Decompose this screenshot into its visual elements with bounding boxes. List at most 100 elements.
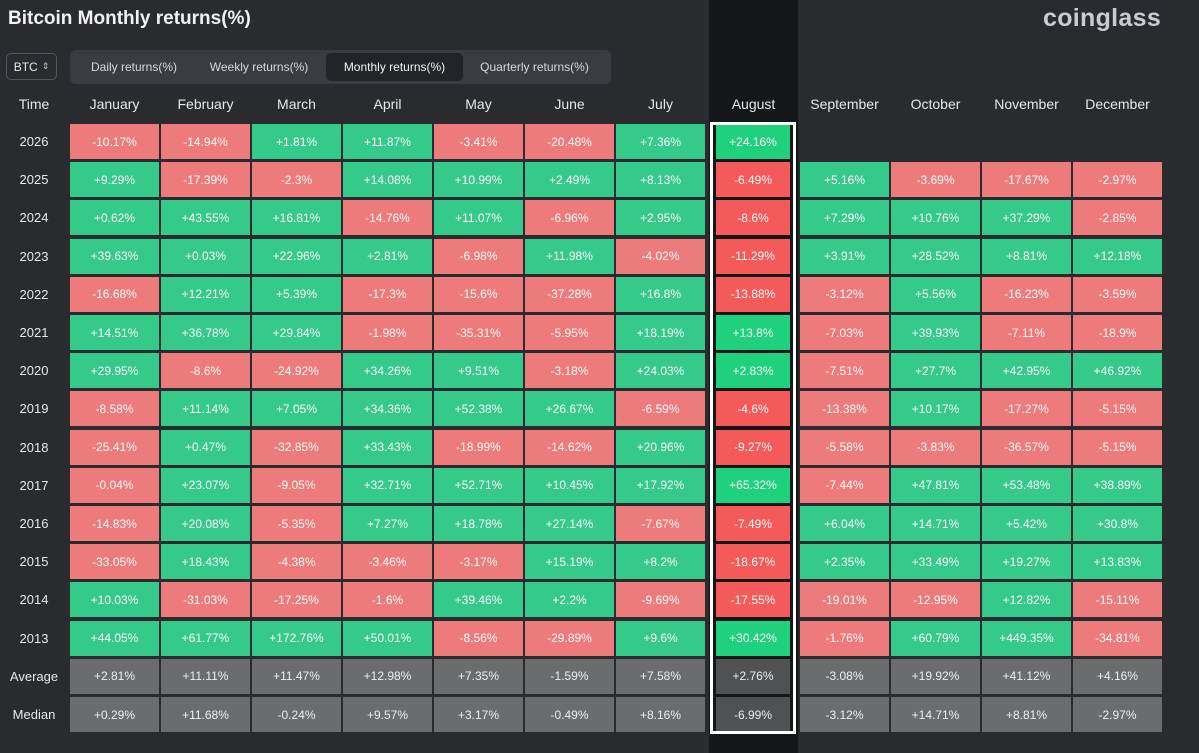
asset-select[interactable]: BTC ⇕ <box>6 53 57 80</box>
return-cell: +8.13% <box>616 162 705 198</box>
time-header: Time <box>18 96 50 112</box>
return-cell: +18.43% <box>161 544 250 580</box>
return-cell: -37.28% <box>525 276 614 312</box>
return-cell: -3.69% <box>891 162 980 198</box>
return-cell: +47.81% <box>891 467 980 503</box>
return-cell: -17.25% <box>252 582 341 618</box>
return-cell: -5.15% <box>1073 391 1162 427</box>
return-cell: +10.99% <box>434 162 523 198</box>
return-cell: -24.92% <box>252 353 341 389</box>
return-cell: +39.63% <box>70 238 159 274</box>
year-label-2014: 2014 <box>19 592 49 608</box>
return-cell: -11.29% <box>716 238 790 274</box>
return-cell: +0.62% <box>70 200 159 236</box>
return-cell: +15.19% <box>525 544 614 580</box>
stat-cell: +8.16% <box>616 697 705 732</box>
return-cell: -3.59% <box>1073 276 1162 312</box>
return-cell: +36.78% <box>161 315 250 350</box>
return-cell: -3.17% <box>434 544 523 580</box>
stat-label-median: Median <box>12 707 56 722</box>
return-cell: -5.15% <box>1073 429 1162 465</box>
return-cell: -14.76% <box>343 200 432 236</box>
return-cell: +43.55% <box>161 200 250 236</box>
return-cell: -18.67% <box>716 544 790 580</box>
return-cell: +52.71% <box>434 467 523 503</box>
year-label-2013: 2013 <box>19 630 49 646</box>
return-cell: -3.41% <box>434 124 523 159</box>
return-cell: +12.18% <box>1073 238 1162 274</box>
month-header-may: May <box>465 96 492 112</box>
stat-cell: -0.49% <box>525 697 614 732</box>
return-cell: +37.29% <box>982 200 1071 236</box>
month-header-october: October <box>910 96 961 112</box>
return-cell: +10.76% <box>891 200 980 236</box>
stat-cell: -3.12% <box>800 697 889 732</box>
month-header-november: November <box>994 96 1059 112</box>
stat-cell: +3.17% <box>434 697 523 732</box>
return-cell: -17.3% <box>343 276 432 312</box>
stat-cell: +4.16% <box>1073 658 1162 694</box>
return-cell: -9.05% <box>252 467 341 503</box>
return-cell: +30.8% <box>1073 506 1162 541</box>
year-label-2026: 2026 <box>19 134 49 149</box>
stat-cell: +12.98% <box>343 658 432 694</box>
stat-cell: +11.68% <box>161 697 250 732</box>
tab-monthly-returns[interactable]: Monthly returns(%) <box>326 53 463 81</box>
tab-quarterly-returns[interactable]: Quarterly returns(%) <box>480 60 589 74</box>
return-cell: +2.2% <box>525 582 614 618</box>
year-label-2021: 2021 <box>19 325 49 340</box>
return-cell: -3.12% <box>800 276 889 312</box>
return-cell: -3.83% <box>891 429 980 465</box>
return-cell: -2.3% <box>252 162 341 198</box>
return-cell: +1.81% <box>252 124 341 159</box>
return-cell: +0.03% <box>161 238 250 274</box>
return-cell: +44.05% <box>70 620 159 656</box>
return-cell: +7.29% <box>800 200 889 236</box>
return-cell: +18.19% <box>616 315 705 350</box>
return-cell: -9.69% <box>616 582 705 618</box>
stat-label-average: Average <box>9 668 59 684</box>
stat-cell: +2.76% <box>716 658 790 694</box>
tab-daily-returns[interactable]: Daily returns(%) <box>90 60 177 74</box>
return-cell: -14.62% <box>525 429 614 465</box>
return-cell: -3.46% <box>343 544 432 580</box>
return-cell: +42.95% <box>982 353 1071 389</box>
return-cell: +33.49% <box>891 544 980 580</box>
coinglass-logo: coinglass <box>1043 4 1162 32</box>
return-cell: -8.6% <box>716 200 790 236</box>
return-cell: +46.92% <box>1073 353 1162 389</box>
month-header-june: June <box>554 96 585 112</box>
return-cell: -17.67% <box>982 162 1071 198</box>
return-cell: +2.95% <box>616 200 705 236</box>
return-cell: -35.31% <box>434 315 523 350</box>
return-cell: -4.6% <box>716 391 790 427</box>
return-cell: -2.97% <box>1073 162 1162 198</box>
return-cell: -15.6% <box>434 276 523 312</box>
return-cell: +24.03% <box>616 353 705 389</box>
return-cell: +13.8% <box>716 315 790 350</box>
return-cell: +10.17% <box>891 391 980 427</box>
month-header-february: February <box>177 96 234 112</box>
stat-cell: +11.11% <box>161 658 250 694</box>
stat-cell: +41.12% <box>982 658 1071 694</box>
stat-cell: +0.29% <box>70 697 159 732</box>
tab-weekly-returns[interactable]: Weekly returns(%) <box>209 60 309 74</box>
return-cell: +10.45% <box>525 467 614 503</box>
return-cell: -18.99% <box>434 429 523 465</box>
return-cell: +22.96% <box>252 238 341 274</box>
asset-select-value: BTC <box>13 59 38 74</box>
return-cell: -13.38% <box>800 391 889 427</box>
stat-cell: +14.71% <box>891 697 980 732</box>
year-label-2018: 2018 <box>19 439 49 455</box>
return-cell: +449.35% <box>982 620 1071 656</box>
return-cell: +60.79% <box>891 620 980 656</box>
year-label-2016: 2016 <box>19 516 49 531</box>
return-cell: -9.27% <box>716 429 790 465</box>
return-cell: -1.98% <box>343 315 432 350</box>
return-cell: +39.93% <box>891 315 980 350</box>
return-cell: +29.84% <box>252 315 341 350</box>
return-cell: -6.59% <box>616 391 705 427</box>
return-cell: +2.49% <box>525 162 614 198</box>
return-cell: -14.83% <box>70 506 159 541</box>
return-cell: +12.21% <box>161 276 250 312</box>
